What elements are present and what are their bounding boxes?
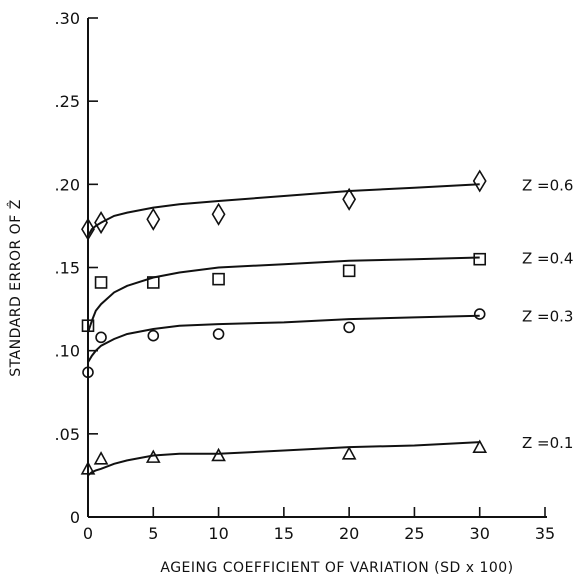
triangle-marker (80, 461, 96, 475)
circle-marker (212, 328, 225, 340)
diamond-marker (81, 217, 95, 241)
y-tick-label: .10 (55, 342, 80, 361)
circle-marker (343, 321, 355, 334)
y-tick-label: .15 (55, 259, 80, 278)
circle-marker (95, 331, 107, 344)
fit-lines (87, 183, 480, 477)
x-tick-label: 5 (148, 524, 158, 543)
circle-marker (473, 308, 486, 320)
triangle-marker (145, 449, 161, 463)
x-tick-label: 25 (404, 524, 424, 543)
diamond-marker (146, 207, 161, 231)
x-tick-label: 0 (83, 524, 93, 543)
y-ticks: 0 .05 .10 .15 .20 .25 .30 (55, 9, 98, 527)
diamond-marker (342, 187, 357, 211)
square-marker (212, 272, 225, 286)
circle-marker (82, 366, 94, 379)
series-fit-line (87, 441, 480, 477)
diamond-marker (94, 211, 108, 235)
x-tick-label: 15 (274, 524, 294, 543)
series-labels: Z =0.6 Z =0.4 Z =0.3 Z =0.1 (522, 176, 573, 452)
triangle-marker (93, 451, 109, 465)
square-marker (146, 276, 160, 289)
series-label: Z =0.6 (522, 176, 573, 194)
x-ticks: 0 5 10 15 20 25 30 35 (83, 507, 555, 543)
square-marker (81, 319, 95, 333)
series-fit-line (87, 256, 480, 333)
y-tick-label: .20 (55, 175, 80, 194)
x-axis-title: AGEING COEFFICIENT OF VARIATION (SD x 10… (160, 560, 513, 576)
x-tick-label: 20 (339, 524, 359, 543)
series-fit-line (87, 183, 480, 237)
y-tick-label: .30 (55, 9, 80, 28)
y-tick-label: 0 (70, 508, 80, 527)
markers (80, 169, 488, 475)
diamond-marker (472, 169, 487, 193)
series-label: Z =0.4 (522, 250, 573, 268)
square-marker (342, 264, 356, 278)
square-marker (94, 276, 108, 289)
x-tick-label: 30 (470, 524, 490, 543)
circle-marker (147, 329, 160, 342)
x-tick-label: 35 (535, 524, 555, 543)
series-label: Z =0.1 (522, 434, 573, 452)
y-tick-label: .25 (55, 92, 80, 111)
x-tick-label: 10 (208, 524, 228, 543)
diamond-marker (211, 202, 226, 226)
series-fit-line (87, 314, 480, 363)
triangle-marker (211, 447, 226, 462)
y-tick-label: .05 (55, 425, 80, 444)
triangle-marker (341, 446, 357, 460)
y-axis-title: STANDARD ERROR OF Ẑ (6, 199, 24, 377)
square-marker (473, 252, 487, 266)
series-label: Z =0.3 (522, 308, 573, 326)
triangle-marker (472, 439, 488, 453)
